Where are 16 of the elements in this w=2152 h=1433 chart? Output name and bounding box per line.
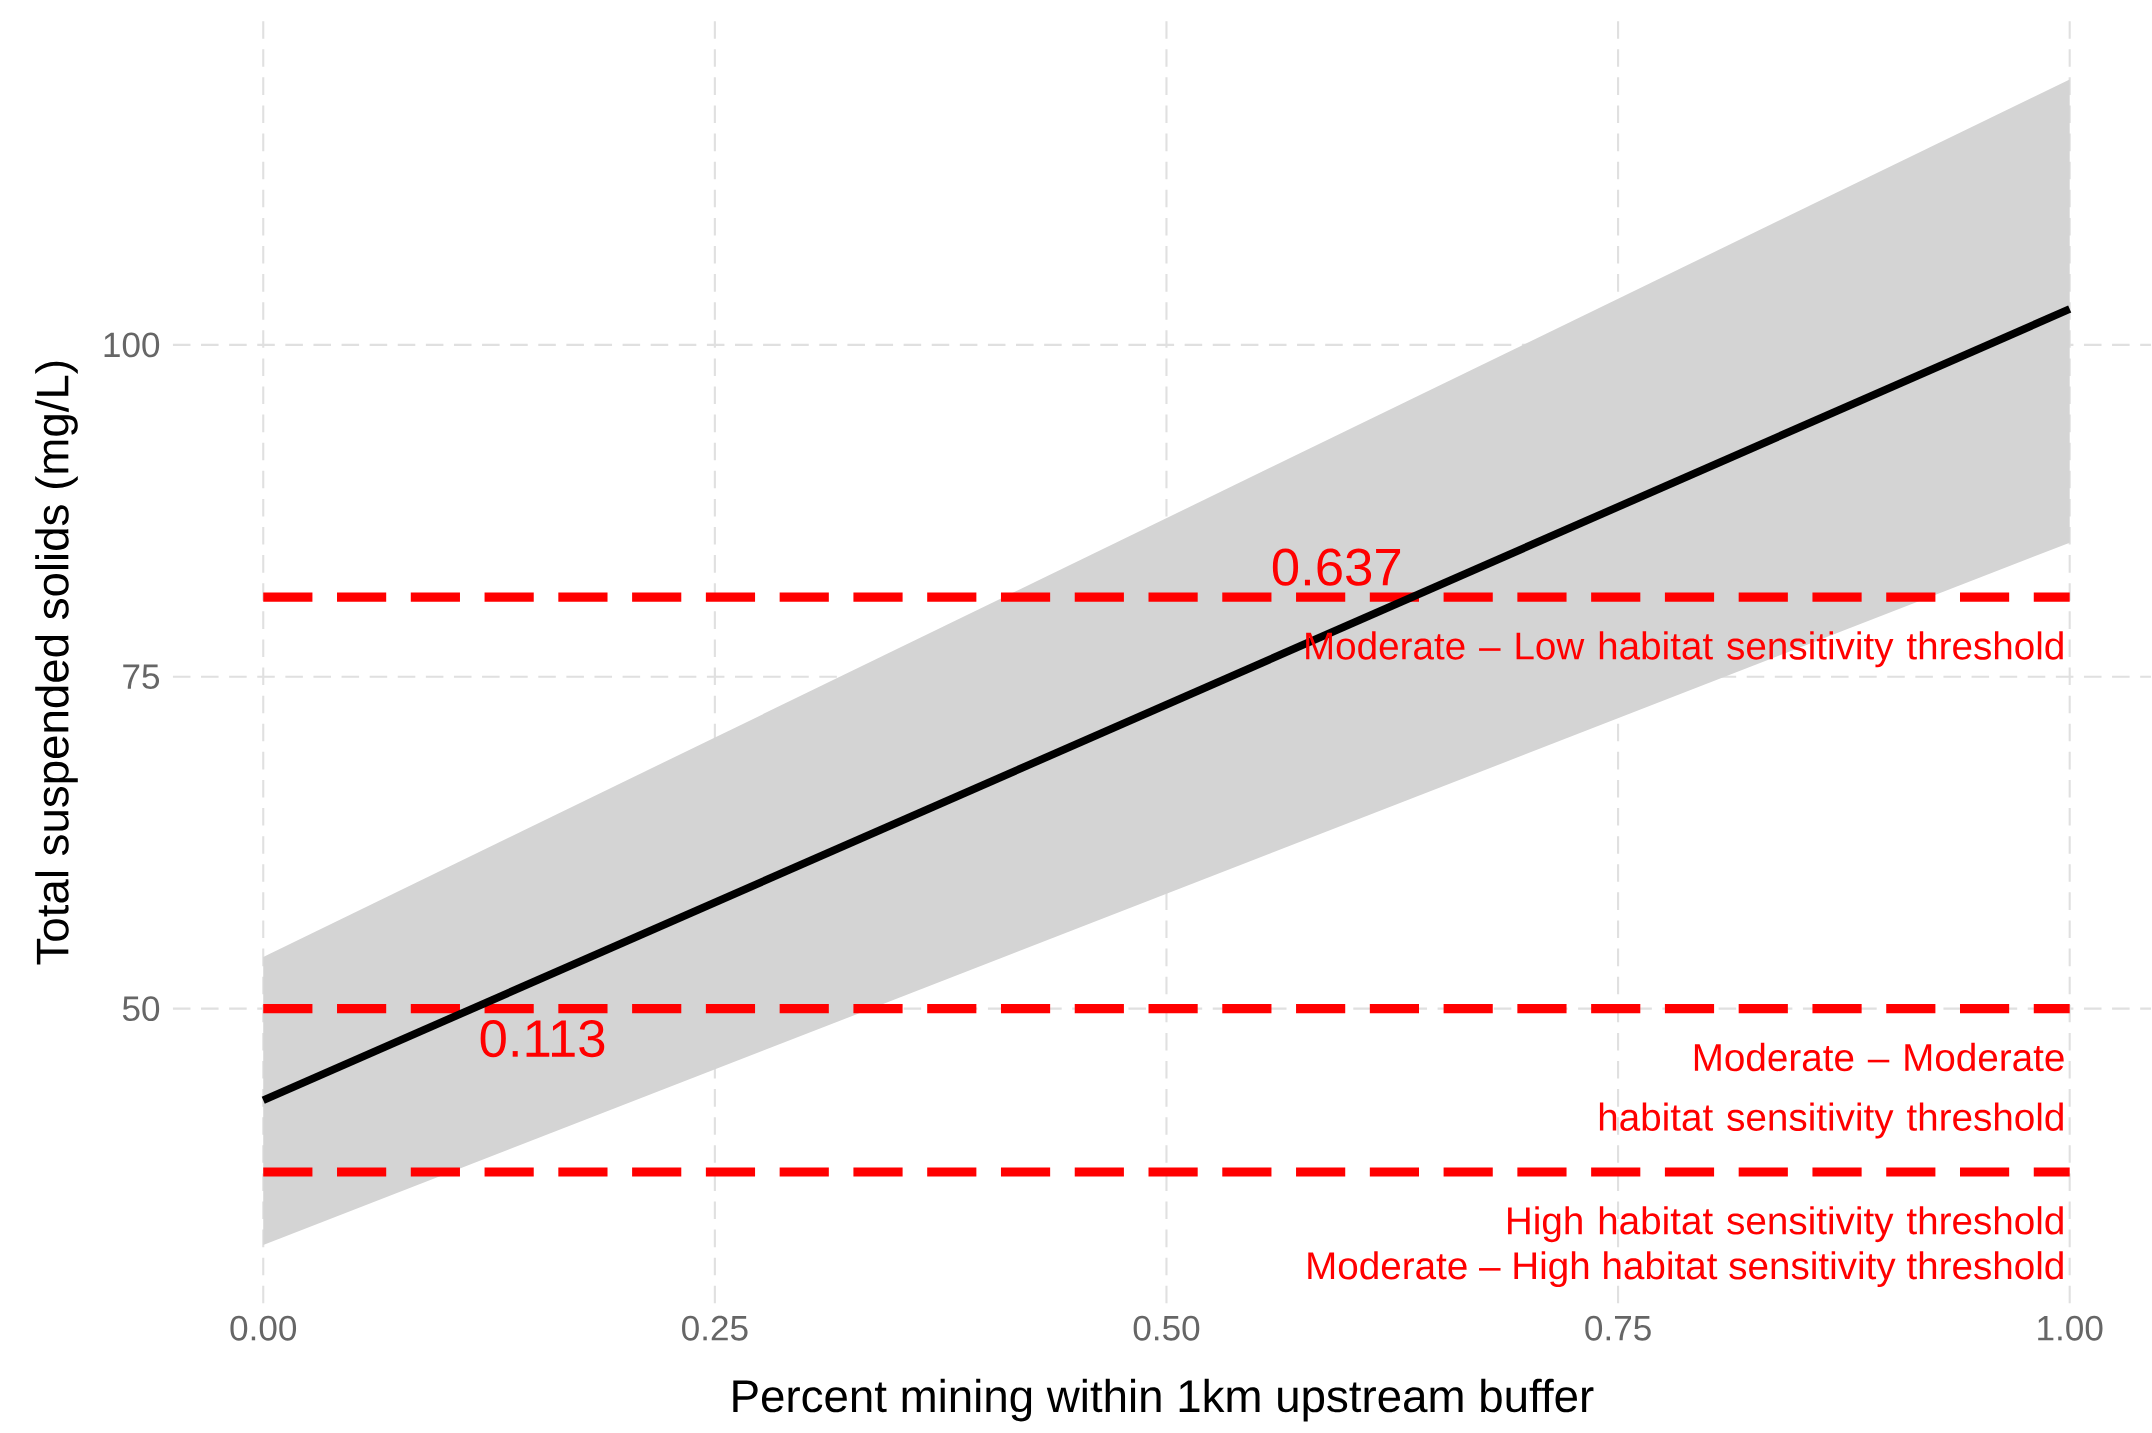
x-tick-label: 0.25 <box>682 1315 748 1341</box>
y-tick-label: 100 <box>104 332 160 358</box>
x-axis-title: Percent mining within 1km upstream buffer <box>733 1378 1594 1422</box>
annotation: 0.637 <box>1272 548 1401 586</box>
annotation: Moderate – High habitat sensitivity threshold <box>1308 1251 2063 1288</box>
y-axis-title: Total suspended solids (mg/L) <box>35 361 78 965</box>
x-tick-label: 0.75 <box>1585 1315 1651 1341</box>
y-tick-label: 50 <box>122 996 160 1022</box>
x-tick-label: 0.00 <box>230 1315 297 1341</box>
annotation: 0.113 <box>480 1019 605 1058</box>
y-tick-label: 75 <box>123 664 160 689</box>
x-tick-label: 0.50 <box>1133 1315 1200 1341</box>
ref-line-label: Moderate – Low habitat sensitivity threshold <box>1306 631 2063 668</box>
ref-line-label: High habitat sensitivity threshold <box>1508 1206 2063 1243</box>
x-tick-label: 1.00 <box>2038 1315 2103 1341</box>
ref-line-label: Moderate – Moderate habitat sensitivity threshold <box>1599 1042 2064 1139</box>
